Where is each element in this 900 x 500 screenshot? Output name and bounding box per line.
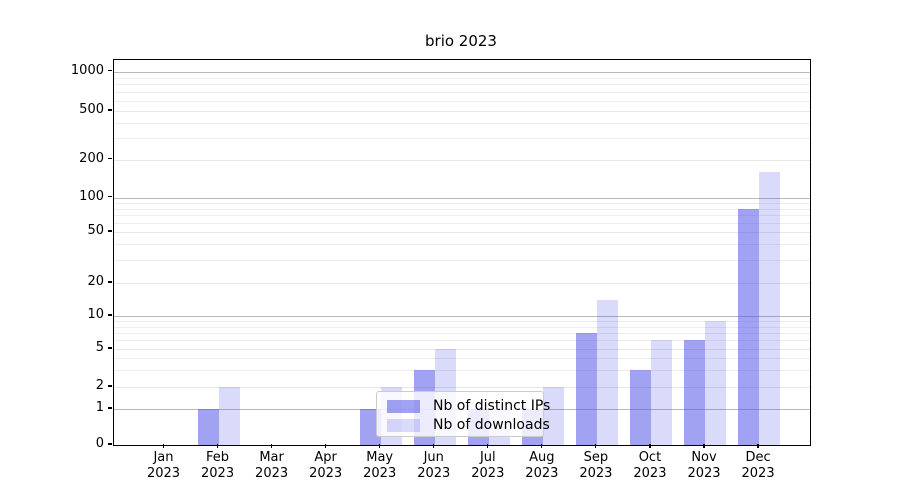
- x-tick-label-feb: Feb 2023: [201, 450, 235, 481]
- y-tick-mark: [108, 314, 112, 316]
- minor-gridline: [114, 138, 810, 140]
- gridline: [114, 232, 810, 233]
- x-tick-label-jul: Jul 2023: [471, 450, 505, 481]
- bar-sep-distinct-ips: [575, 332, 597, 445]
- x-tick-label-jun: Jun 2023: [417, 450, 451, 481]
- bar-aug-downloads: [542, 387, 564, 445]
- y-tick-mark: [108, 69, 112, 72]
- major-gridline: [114, 197, 810, 199]
- x-tick-label-mar: Mar 2023: [255, 450, 289, 481]
- minor-gridline: [114, 244, 810, 246]
- y-tick-label: 10: [87, 307, 104, 322]
- gridline: [114, 159, 810, 161]
- minor-gridline: [114, 77, 810, 79]
- y-tick-mark: [108, 347, 112, 349]
- minor-gridline: [114, 100, 810, 102]
- x-tick-label-apr: Apr 2023: [309, 450, 343, 481]
- minor-gridline: [114, 91, 810, 93]
- minor-gridline: [114, 222, 810, 224]
- y-tick-label: 1: [95, 400, 104, 415]
- minor-gridline: [114, 340, 810, 342]
- x-tick-mark: [325, 444, 327, 448]
- legend: Nb of distinct IPs Nb of downloads: [376, 391, 550, 437]
- x-tick-label-may: May 2023: [363, 450, 397, 481]
- minor-gridline: [114, 332, 810, 334]
- y-tick-label: 50: [87, 223, 104, 238]
- x-tick-mark: [541, 444, 543, 448]
- chart-title: brio 2023: [425, 32, 497, 50]
- legend-label-downloads: Nb of downloads: [433, 417, 550, 433]
- minor-gridline: [114, 215, 810, 217]
- distinct-ips-swatch-icon: [387, 399, 420, 413]
- y-tick-mark: [108, 385, 112, 387]
- y-tick-label: 0: [95, 436, 104, 451]
- x-tick-mark: [649, 444, 651, 448]
- gridline: [114, 349, 810, 350]
- bar-feb-distinct-ips: [197, 409, 219, 445]
- y-tick-label: 500: [79, 102, 104, 117]
- y-tick-label: 2: [95, 378, 104, 393]
- minor-gridline: [114, 326, 810, 328]
- x-tick-mark: [757, 444, 759, 448]
- legend-row-distinct-ips: Nb of distinct IPs: [387, 397, 550, 415]
- major-gridline: [114, 71, 810, 73]
- x-tick-label-dec: Dec 2023: [741, 450, 775, 481]
- x-tick-mark: [271, 444, 273, 448]
- bar-dec-distinct-ips: [738, 208, 760, 445]
- gridline: [114, 283, 810, 284]
- bar-nov-downloads: [705, 321, 726, 445]
- bar-may-distinct-ips: [359, 409, 381, 445]
- legend-row-downloads: Nb of downloads: [387, 416, 550, 434]
- x-tick-label-oct: Oct 2023: [633, 450, 667, 481]
- minor-gridline: [114, 370, 810, 372]
- minor-gridline: [114, 84, 810, 86]
- x-tick-label-jan: Jan 2023: [146, 450, 181, 481]
- x-tick-mark: [433, 444, 435, 448]
- legend-label-distinct-ips: Nb of distinct IPs: [433, 398, 551, 414]
- x-tick-mark: [487, 444, 489, 448]
- y-tick-label: 20: [87, 274, 104, 289]
- y-tick-mark: [108, 281, 112, 283]
- y-tick-mark: [108, 230, 112, 232]
- x-tick-mark: [216, 444, 219, 448]
- minor-gridline: [114, 321, 810, 323]
- minor-gridline: [114, 260, 810, 262]
- minor-gridline: [114, 122, 810, 124]
- x-tick-mark: [162, 444, 165, 448]
- plot-area: [113, 59, 811, 446]
- bar-oct-distinct-ips: [629, 370, 651, 445]
- minor-gridline: [114, 202, 810, 204]
- x-tick-label-nov: Nov 2023: [687, 450, 721, 481]
- y-tick-label: 200: [79, 150, 104, 166]
- bar-feb-downloads: [218, 387, 240, 445]
- x-tick-mark: [703, 444, 705, 448]
- minor-gridline: [114, 358, 810, 360]
- gridline: [114, 111, 810, 112]
- y-tick-mark: [108, 157, 112, 160]
- bar-nov-distinct-ips: [684, 340, 705, 445]
- gridline: [114, 387, 810, 388]
- y-tick-mark: [108, 407, 112, 409]
- x-tick-mark: [595, 444, 597, 448]
- minor-gridline: [114, 208, 810, 210]
- bar-oct-downloads: [650, 340, 672, 445]
- major-gridline: [114, 316, 810, 317]
- y-tick-mark: [108, 443, 112, 445]
- y-tick-label: 1000: [70, 62, 104, 78]
- y-tick-label: 5: [95, 340, 104, 355]
- y-tick-label: 100: [79, 188, 104, 204]
- bar-dec-downloads: [759, 171, 781, 445]
- x-tick-label-sep: Sep 2023: [579, 450, 613, 481]
- downloads-swatch-icon: [387, 418, 420, 432]
- x-tick-mark: [379, 444, 381, 448]
- x-tick-label-aug: Aug 2023: [525, 450, 559, 481]
- y-tick-mark: [108, 109, 112, 111]
- bar-sep-downloads: [596, 299, 618, 445]
- y-tick-mark: [108, 195, 112, 198]
